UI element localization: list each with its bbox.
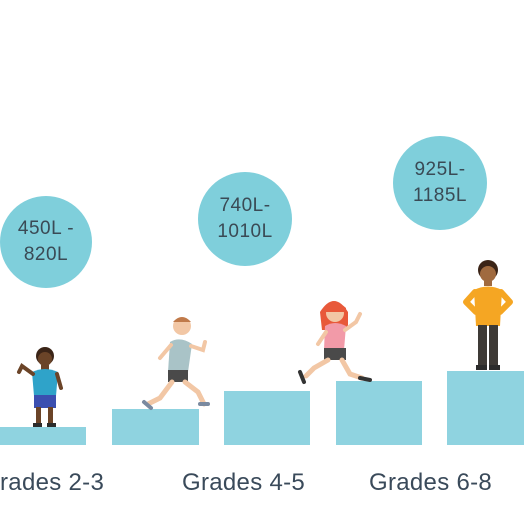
step-2 [112, 409, 199, 445]
lexile-range-2-line1: 740L- [219, 195, 271, 216]
lexile-range-2-line2: 1010L [217, 221, 273, 242]
grade-label-2: Grades 4-5 [182, 469, 306, 496]
grade-label-1: rades 2-3 [0, 469, 105, 496]
child-hands-on-hips-icon [463, 260, 513, 370]
girl-running-icon [298, 301, 372, 384]
lexile-range-3-line1: 925L- [414, 159, 466, 180]
grade-label-3: Grades 6-8 [369, 469, 493, 496]
step-5 [447, 371, 524, 445]
step-4 [336, 381, 422, 445]
lexile-range-3-line2: 1185L [413, 185, 467, 206]
step-3 [224, 391, 310, 445]
lexile-range-1-line2: 820L [23, 244, 69, 265]
child-standing-icon [17, 347, 63, 427]
lexile-bubble-2: 740L- 1010L [198, 172, 292, 266]
lexile-bubble-3: 925L- 1185L [393, 136, 487, 230]
child-running-icon [142, 317, 210, 410]
lexile-range-1-line1: 450L - [17, 218, 75, 239]
lexile-bubble-1: 450L - 820L [0, 196, 92, 288]
step-1 [0, 427, 86, 445]
